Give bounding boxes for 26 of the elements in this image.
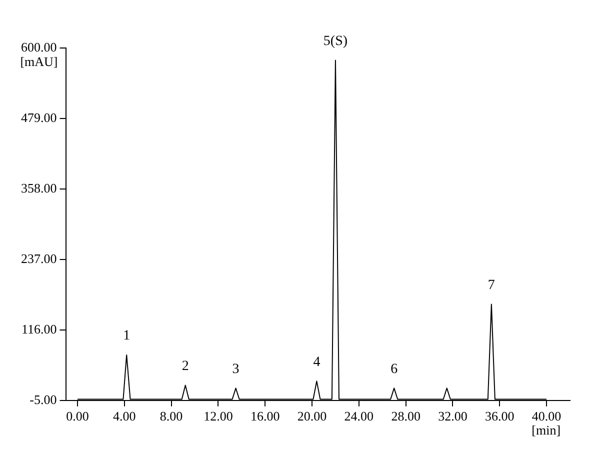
x-tick-label: 16.00 bbox=[250, 408, 280, 424]
annotation: 2 bbox=[182, 358, 189, 374]
y-tick-label: 116.00 bbox=[21, 321, 57, 336]
x-tick-label: 8.00 bbox=[160, 408, 183, 424]
annotation: 3 bbox=[232, 362, 240, 377]
x-tick-label: 4.00 bbox=[113, 408, 136, 424]
annotation: 5(S) bbox=[323, 34, 348, 49]
y-tick-label: -5.00 bbox=[30, 392, 57, 407]
x-tick-label: 28.00 bbox=[391, 408, 420, 424]
x-tick-label: 12.00 bbox=[204, 408, 233, 424]
annotation: 4 bbox=[313, 354, 320, 370]
y-tick-label: 358.00 bbox=[21, 180, 57, 196]
x-tick-label: 0.00 bbox=[66, 408, 89, 424]
annotation: 1 bbox=[123, 328, 130, 344]
x-tick-label: 36.00 bbox=[485, 408, 514, 424]
x-tick-label: 20.00 bbox=[297, 408, 327, 424]
y-tick-label: 600.00 bbox=[21, 39, 57, 54]
annotation: 7 bbox=[488, 278, 495, 293]
y-axis-title: [mAU] bbox=[20, 54, 58, 69]
x-axis-title: [min] bbox=[532, 422, 561, 438]
annotation: 6 bbox=[390, 362, 398, 377]
x-tick-label: 40.00 bbox=[532, 408, 562, 424]
y-tick-label: 479.00 bbox=[21, 110, 57, 125]
y-tick-label: 237.00 bbox=[21, 250, 57, 266]
x-tick-label: 24.00 bbox=[344, 408, 374, 424]
x-tick-label: 32.00 bbox=[438, 408, 468, 424]
